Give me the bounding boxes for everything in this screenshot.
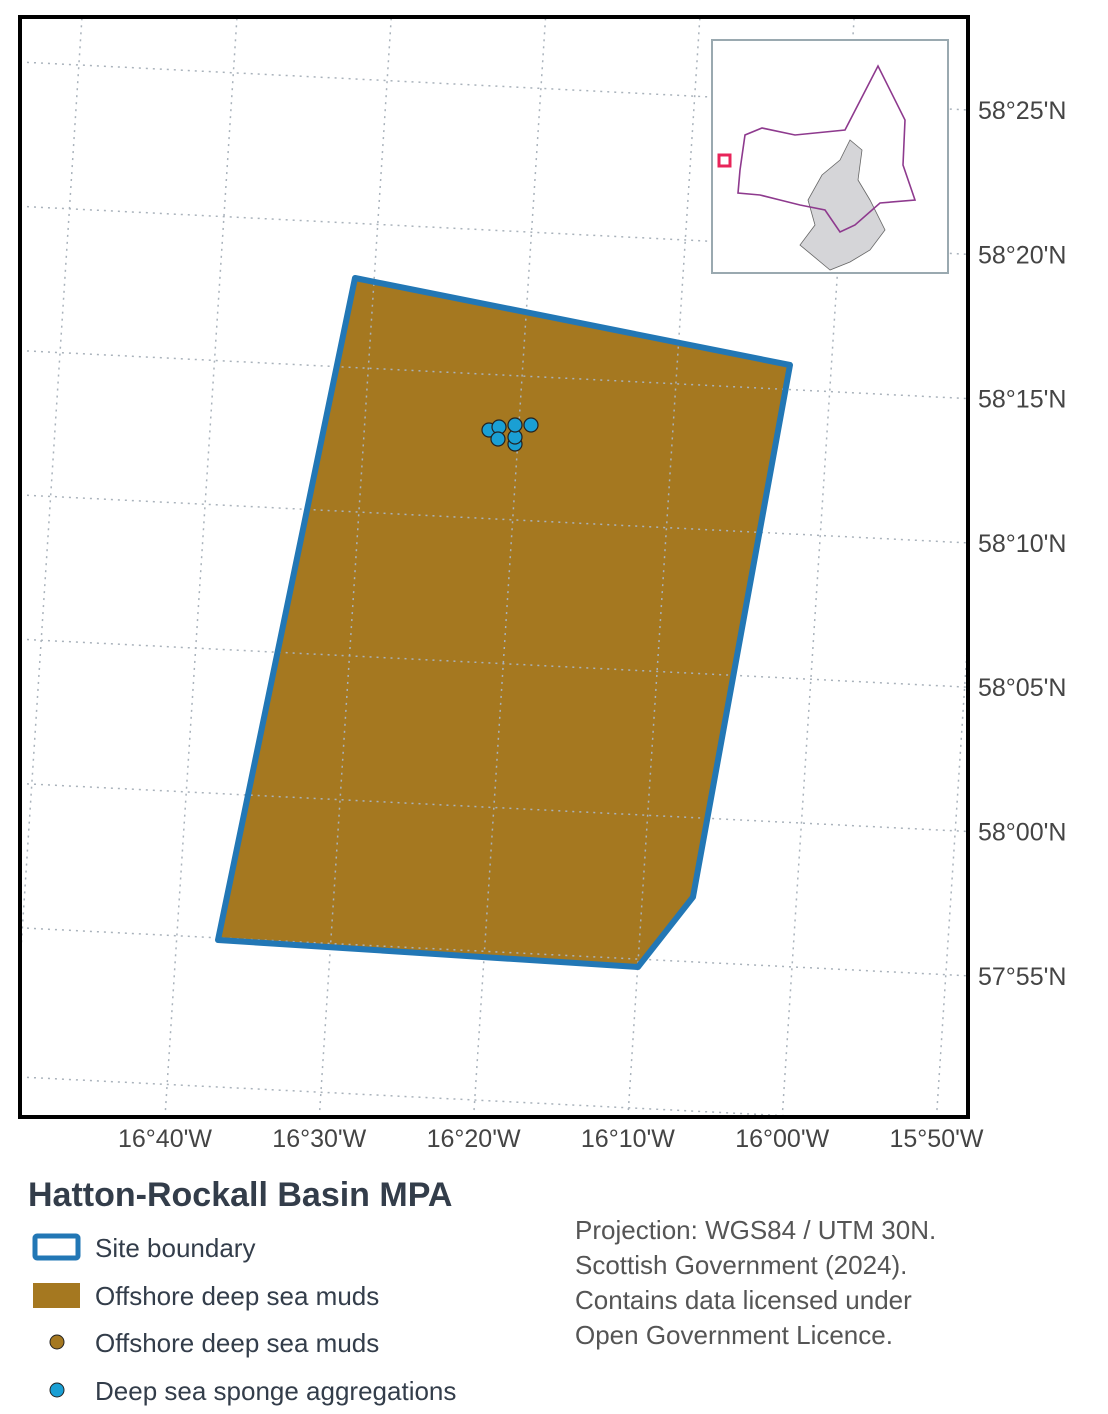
longitude-label: 16°00'W	[735, 1125, 829, 1153]
inset-land	[799, 139, 886, 271]
longitude-label: 15°50'W	[890, 1125, 984, 1153]
inset-eez-boundary	[737, 64, 917, 234]
longitude-line	[164, 17, 238, 1117]
latitude-line	[20, 349, 968, 400]
longitude-label: 16°10'W	[581, 1125, 675, 1153]
latitude-line	[20, 782, 968, 833]
inset-site-locator	[717, 153, 732, 168]
latitude-label: 58°15'N	[978, 386, 1066, 414]
latitude-label: 58°00'N	[978, 819, 1066, 847]
inset-map	[711, 39, 949, 274]
legend-swatch-muds-point	[49, 1334, 65, 1350]
latitude-label: 58°05'N	[978, 674, 1066, 702]
sponge-point	[523, 417, 539, 433]
credit-line: Scottish Government (2024).	[575, 1250, 907, 1280]
latitude-label: 58°20'N	[978, 241, 1066, 269]
longitude-label: 16°40'W	[118, 1125, 212, 1153]
latitude-label: 58°10'N	[978, 530, 1066, 558]
sponge-point	[507, 417, 523, 433]
credit-line: Contains data licensed under	[575, 1285, 912, 1315]
longitude-line	[472, 17, 547, 1117]
latitude-line	[20, 494, 968, 544]
legend-swatch-sponge	[49, 1382, 65, 1398]
offshore-deep-sea-muds-area	[218, 278, 790, 967]
longitude-line	[935, 624, 968, 1117]
sponge-point	[490, 431, 506, 447]
latitude-label: 58°25'N	[978, 97, 1066, 125]
legend-swatch-muds-area	[33, 1283, 80, 1308]
map-frame	[18, 15, 970, 1119]
longitude-line	[318, 17, 393, 1117]
credit-line: Projection: WGS84 / UTM 30N.	[575, 1215, 936, 1245]
longitude-label: 16°30'W	[272, 1125, 366, 1153]
longitude-line	[627, 17, 701, 1117]
legend-label: Offshore deep sea muds	[95, 1281, 379, 1311]
site-boundary	[215, 275, 793, 970]
latitude-line	[20, 638, 968, 688]
credit-line: Open Government Licence.	[575, 1320, 893, 1350]
legend-swatch-boundary	[32, 1233, 81, 1261]
legend-label: Site boundary	[95, 1233, 255, 1263]
longitude-label: 16°20'W	[427, 1125, 521, 1153]
latitude-line	[20, 927, 968, 977]
sponge-points	[481, 417, 539, 452]
legend-label: Offshore deep sea muds	[95, 1328, 379, 1358]
legend-title: Hatton-Rockall Basin MPA	[28, 1176, 452, 1214]
latitude-label: 57°55'N	[978, 963, 1066, 991]
legend-label: Deep sea sponge aggregations	[95, 1376, 456, 1406]
